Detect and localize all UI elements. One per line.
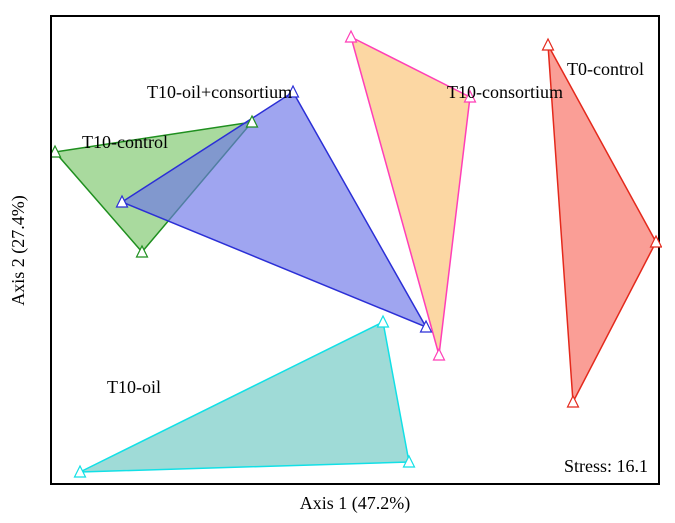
polygon-layer <box>52 17 662 487</box>
stress-label: Stress: 16.1 <box>564 456 648 477</box>
marker-t10-oil-1 <box>378 316 389 327</box>
polygon-t0-control <box>548 45 656 402</box>
group-label-t10-consortium: T10-consortium <box>447 82 563 103</box>
marker-t0-control-0 <box>543 39 554 50</box>
marker-t0-control-2 <box>568 396 579 407</box>
marker-t10-consortium-2 <box>434 349 445 360</box>
plot-area: Stress: 16.1 T10-control T10-oil+consorti… <box>50 15 660 485</box>
x-axis-label: Axis 1 (47.2%) <box>50 493 660 514</box>
marker-t10-consortium-0 <box>346 31 357 42</box>
group-label-t0-control: T0-control <box>567 59 644 80</box>
group-label-t10-oil: T10-oil <box>107 377 161 398</box>
group-label-t10-oil-consortium: T10-oil+consortium <box>147 82 292 103</box>
group-label-t10-control: T10-control <box>82 132 168 153</box>
y-axis-label-text: Axis 2 (27.4%) <box>8 195 29 306</box>
y-axis-label: Axis 2 (27.4%) <box>8 15 28 485</box>
chart-container: Stress: 16.1 T10-control T10-oil+consorti… <box>50 15 660 485</box>
